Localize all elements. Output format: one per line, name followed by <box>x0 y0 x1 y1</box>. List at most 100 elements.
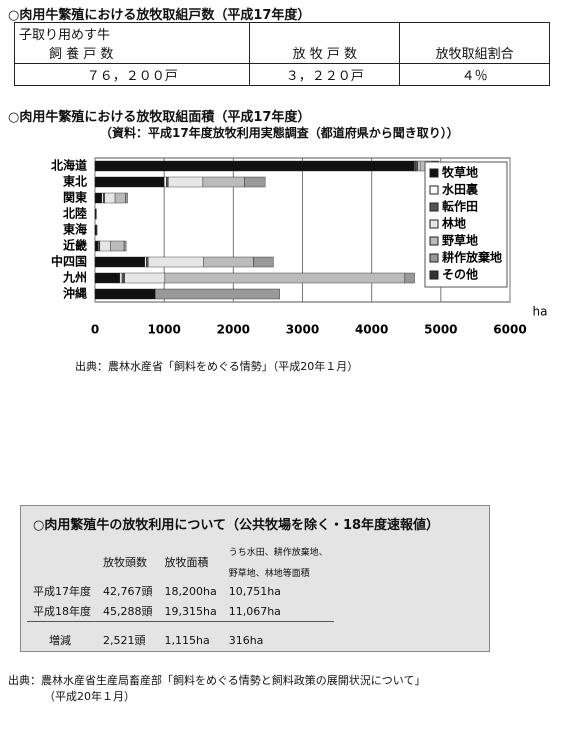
x-tick-label: 4000 <box>355 323 388 337</box>
legend-swatch <box>429 202 439 212</box>
bar-segment <box>119 272 123 284</box>
bar-segment <box>101 192 104 204</box>
x-tick-label: 3000 <box>286 323 319 337</box>
bar-segment <box>94 272 121 284</box>
bar-segment <box>94 288 156 300</box>
cell: 19,315ha <box>164 604 217 618</box>
cell: 45,288頭 <box>103 605 153 618</box>
bar-segment <box>415 160 419 172</box>
bar-segment <box>94 256 145 268</box>
bar-segment <box>114 192 126 204</box>
cell: ７６，２００戸 <box>13 63 251 86</box>
section-title: ○肉用牛繁殖における放牧取組戸数（平成17年度） <box>8 8 311 23</box>
bar-segment <box>244 176 266 188</box>
bar-segment <box>103 192 105 204</box>
x-tick-label: 6000 <box>493 323 526 337</box>
cell: 10,751ha <box>228 584 281 598</box>
x-axis-label: ha <box>533 305 548 319</box>
legend-swatch <box>429 270 439 280</box>
legend-box <box>424 161 508 288</box>
y-tick-label: 沖縄 <box>63 286 87 301</box>
bar-segment <box>168 176 204 188</box>
legend-swatch <box>429 236 439 246</box>
legend-label: 野草地 <box>442 233 478 248</box>
header-cell: 放牧面積 <box>164 556 209 569</box>
cell: ４％ <box>399 63 550 86</box>
cell: 18,200ha <box>164 584 217 598</box>
header-cell: 放 牧 戸 数 <box>249 22 401 64</box>
y-tick-label: 中四国 <box>51 254 87 269</box>
y-tick-label: 東北 <box>63 174 87 189</box>
legend-swatch <box>429 185 439 195</box>
legend-label: 転作田 <box>442 199 478 214</box>
source: 出典：農林水産省「飼料をめぐる情勢」（平成20年１月） <box>75 360 359 373</box>
bar-segment <box>148 256 204 268</box>
bar-segment <box>125 192 128 204</box>
bar-segment <box>253 256 274 268</box>
bar-segment <box>94 176 165 188</box>
cell: 2,521頭 <box>103 634 146 647</box>
legend-swatch <box>429 168 439 178</box>
y-tick-label: 北陸 <box>63 206 87 221</box>
x-tick-label: 2000 <box>217 323 250 337</box>
table2-box: ○肉用繁殖牛の放牧利用について（公共牧場を除く・18年度速報値） 放牧頭数 放牧面… <box>20 505 490 652</box>
bar-segment <box>164 272 406 284</box>
cell: 316ha <box>228 633 264 647</box>
table2: 放牧頭数 放牧面積 うち水田、耕作放棄地、 野草地、林地等面積 平成17年度 42,7… <box>27 543 334 650</box>
y-tick-label: 東海 <box>63 222 87 237</box>
bar-segment <box>203 256 254 268</box>
legend-label: 水田裏 <box>442 182 479 197</box>
bar-segment <box>404 272 415 284</box>
bar-segment <box>417 160 421 172</box>
bar-segment <box>145 256 149 268</box>
cell: 平成18年度 <box>33 605 91 618</box>
cell: 42,767頭 <box>103 585 153 598</box>
cell: 11,067ha <box>228 604 281 618</box>
x-tick-label: 5000 <box>424 323 457 337</box>
source: 出典：農林水産省生産局畜産部「飼料をめぐる情勢と飼料政策の展開状況について」 <box>8 674 426 687</box>
table2-title: ○肉用繁殖牛の放牧利用について（公共牧場を除く・18年度速報値） <box>33 518 440 533</box>
header-cell: 子取り用めす牛 <box>19 28 111 43</box>
bar-segment <box>104 192 116 204</box>
y-tick-label: 北海道 <box>51 158 87 173</box>
cell: 平成17年度 <box>33 585 91 598</box>
header-cell: 飼 養 戸 数 <box>49 47 114 62</box>
y-tick-label: 近畿 <box>63 238 87 253</box>
bar-segment <box>110 240 125 252</box>
bar-segment <box>94 160 415 172</box>
legend-label: その他 <box>442 267 478 282</box>
bar-segment <box>99 240 111 252</box>
bar-segment <box>94 192 103 204</box>
header-cell: 野草地、林地等面積 <box>228 569 310 579</box>
cell: ３，２２０戸 <box>249 63 401 86</box>
legend-swatch <box>429 219 439 229</box>
legend-label: 耕作放棄地 <box>442 250 502 265</box>
cell: 増減 <box>49 634 71 647</box>
chart-subtitle: （資料：平成17年度放牧利用実態調査（都道府県から聞き取り）） <box>100 126 459 140</box>
header-cell: うち水田、耕作放棄地、 <box>228 548 328 558</box>
household-table: 子取り用めす牛飼 養 戸 数 放 牧 戸 数 放牧取組割合 ７６，２００戸 ３，… <box>13 22 550 86</box>
bar-segment <box>154 288 280 300</box>
bar-segment <box>144 256 147 268</box>
header-cell: 放牧頭数 <box>103 556 147 569</box>
chart: 0 1000 2000 3000 4000 5000 6000 ha 北海道東北関東北陸東海近畿… <box>51 157 548 337</box>
legend-label: 林地 <box>442 216 466 231</box>
x-tick-label: 1000 <box>147 323 180 337</box>
bar-segment <box>202 176 245 188</box>
bar-segment <box>124 272 166 284</box>
y-tick-label: 関東 <box>63 190 87 205</box>
cell: 1,115ha <box>164 633 210 647</box>
bar-segment <box>94 240 99 252</box>
bar-segment <box>121 272 125 284</box>
y-tick-label: 九州 <box>62 270 87 285</box>
bar-segment <box>163 176 167 188</box>
source: （平成20年１月） <box>44 690 135 703</box>
bar-segment <box>166 176 169 188</box>
bar-segment <box>123 240 127 252</box>
legend-label: 牧草地 <box>442 165 478 180</box>
header-cell: 放牧取組割合 <box>399 22 550 64</box>
x-tick-label: 0 <box>91 323 99 337</box>
legend-swatch <box>429 253 439 263</box>
bar-segment <box>94 224 97 236</box>
